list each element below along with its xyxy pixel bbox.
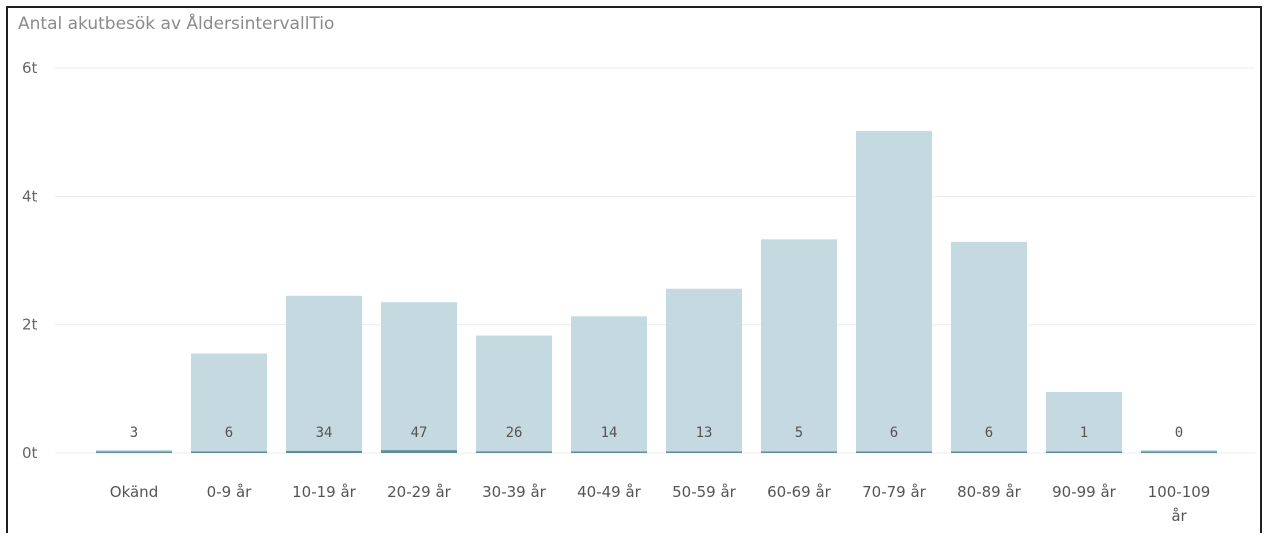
x-tick-label: 30-39 år (482, 483, 547, 501)
bar-count (476, 451, 552, 453)
data-label: 1 (1080, 425, 1088, 441)
bar-total (761, 239, 837, 453)
y-tick-label: 4t (22, 187, 38, 205)
data-label: 6 (985, 425, 993, 441)
data-label: 3 (130, 425, 138, 441)
chart-title: Antal akutbesök av ÅldersintervallTio (18, 14, 335, 34)
data-label: 47 (411, 425, 428, 441)
x-tick-label: Okänd (110, 483, 158, 501)
bar-count (1141, 451, 1217, 453)
y-tick-label: 2t (22, 316, 38, 334)
x-tick-label: 40-49 år (577, 483, 642, 501)
x-tick-label: 70-79 år (862, 483, 927, 501)
bar-count (1046, 451, 1122, 453)
bar-count (381, 450, 457, 453)
x-tick-label: 60-69 år (767, 483, 832, 501)
bar-count (761, 451, 837, 453)
x-tick-label: 90-99 år (1052, 483, 1117, 501)
x-tick-label: 50-59 år (672, 483, 737, 501)
bar-total (191, 353, 267, 453)
bar-total (1046, 392, 1122, 453)
bar-count (951, 451, 1027, 453)
x-tick-label: år (1171, 507, 1187, 525)
x-tick-label: 100-109 (1148, 483, 1211, 501)
data-label: 6 (890, 425, 898, 441)
bar-count (571, 451, 647, 453)
y-tick-label: 6t (22, 59, 38, 77)
bar-count (286, 450, 362, 453)
bar-total (571, 316, 647, 453)
bar-count (856, 451, 932, 453)
bar-count (96, 451, 172, 453)
data-label: 26 (506, 425, 523, 441)
x-tick-label: 0-9 år (207, 483, 252, 501)
data-label: 14 (601, 425, 618, 441)
x-tick-label: 20-29 år (387, 483, 452, 501)
bar-total (951, 241, 1027, 453)
bar-count (666, 451, 742, 453)
y-tick-label: 0t (22, 444, 38, 462)
bar-total (666, 288, 742, 453)
data-label: 6 (225, 425, 233, 441)
x-tick-label: 10-19 år (292, 483, 357, 501)
bar-count (191, 451, 267, 453)
data-label: 5 (795, 425, 803, 441)
bar-total (856, 130, 932, 453)
data-label: 34 (316, 425, 333, 441)
data-label: 0 (1175, 425, 1183, 441)
bar-total (381, 302, 457, 453)
bar-total (286, 295, 362, 453)
data-label: 13 (696, 425, 713, 441)
x-tick-label: 80-89 år (957, 483, 1022, 501)
bar-total (476, 335, 552, 453)
